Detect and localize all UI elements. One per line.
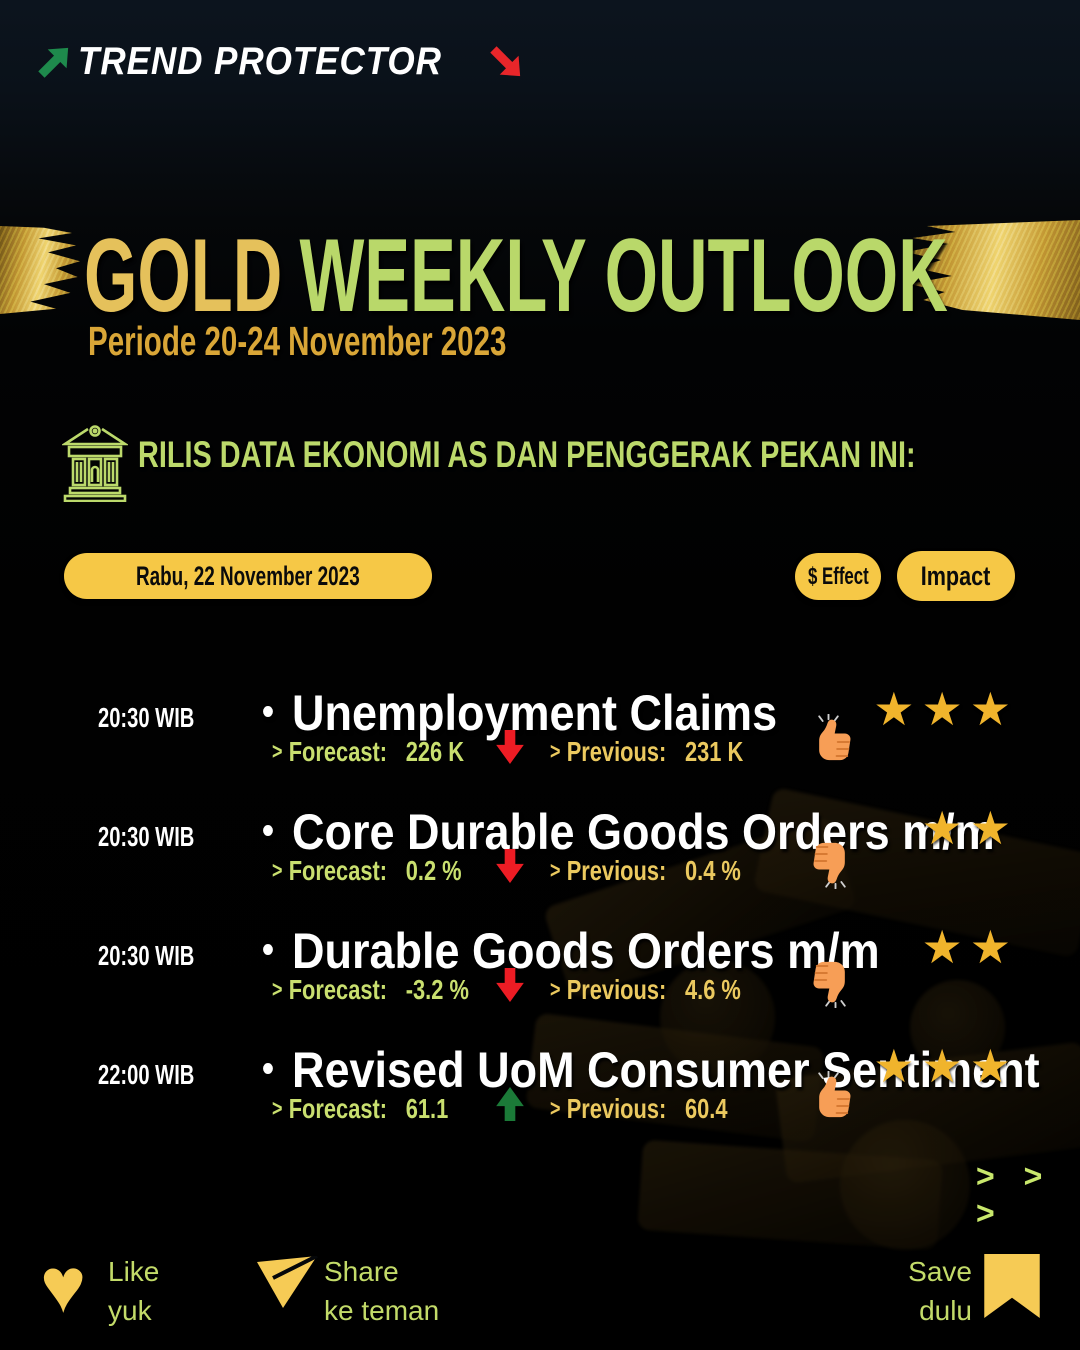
previous-group: > Previous: 4.6 % (550, 974, 741, 1006)
date-pill[interactable]: Rabu, 22 November 2023 (64, 553, 432, 599)
event-name-line: • Core Durable Goods Orders m/m (262, 803, 995, 861)
event-name: Unemployment Claims (291, 685, 778, 741)
impact-stars-icon: ★★★ (873, 1040, 1018, 1092)
event-time: 20:30 WIB (98, 702, 195, 733)
like-line2: yuk (108, 1295, 152, 1327)
direction-arrow-icon (496, 849, 524, 883)
forecast-label: Forecast: (288, 974, 388, 1005)
gold-brush-left (0, 226, 80, 314)
event-time: 20:30 WIB (98, 821, 195, 852)
gold-bars-photo (510, 786, 1080, 1260)
thumb-hand-icon (818, 1071, 851, 1118)
page-title: GOLD WEEKLY OUTLOOK (84, 224, 948, 328)
previous-value: 0.4 % (684, 855, 741, 886)
event-row: 20:30 WIB • Core Durable Goods Orders m/m… (0, 799, 1080, 918)
thumb-hand-icon (813, 842, 846, 889)
save-line1: Save (908, 1256, 972, 1287)
event-name-line: • Durable Goods Orders m/m (262, 922, 880, 980)
forecast-label: Forecast: (288, 736, 388, 767)
forecast-label: Forecast: (288, 1093, 388, 1124)
event-row: 20:30 WIB • Durable Goods Orders m/m ★★ >… (0, 918, 1080, 1037)
bullet-icon: • (262, 691, 274, 733)
section-header: RILIS DATA EKONOMI AS DAN PENGGERAK PEKA… (138, 434, 916, 475)
previous-label: Previous: (566, 974, 667, 1005)
bullet-icon: • (262, 810, 274, 852)
previous-label: Previous: (566, 855, 667, 886)
chevron-icon: > (272, 738, 283, 764)
period-subtitle: Periode 20-24 November 2023 (88, 318, 507, 364)
share-plane-icon[interactable] (256, 1256, 318, 1312)
title-green-words: WEEKLY OUTLOOK (299, 218, 948, 334)
event-time: 20:30 WIB (98, 940, 195, 971)
thumb-hand-icon (818, 714, 851, 761)
title-gold-word: GOLD (84, 218, 283, 334)
save-label: Save dulu (0, 1252, 972, 1330)
forecast-value: 226 K (405, 736, 465, 767)
chevron-icon: > (550, 976, 561, 1002)
impact-pill-label: Impact (921, 560, 991, 591)
event-name-line: • Unemployment Claims (262, 684, 777, 742)
forecast-value: 0.2 % (405, 855, 462, 886)
impact-stars-icon: ★★★ (873, 683, 1018, 735)
forecast-group: > Forecast: 0.2 % (272, 855, 462, 887)
impact-stars-icon: ★★ (921, 802, 1018, 854)
trend-up-arrow-icon (38, 47, 69, 78)
event-name: Core Durable Goods Orders m/m (291, 804, 995, 860)
bullet-icon: • (262, 929, 274, 971)
share-label: Share ke teman (324, 1252, 439, 1330)
more-indicator[interactable]: > > > (976, 1158, 1053, 1231)
trend-down-arrow-icon (490, 46, 521, 77)
effect-pill-label: $ Effect (807, 562, 869, 590)
event-name: Durable Goods Orders m/m (291, 923, 880, 979)
event-row: 20:30 WIB • Unemployment Claims ★★★ > Fore… (0, 680, 1080, 799)
forecast-value: -3.2 % (405, 974, 469, 1005)
direction-arrow-icon (496, 1087, 524, 1121)
forecast-group: > Forecast: 226 K (272, 736, 464, 768)
logo-text: TREND PROTECTOR (78, 40, 442, 83)
event-name-line: • Revised UoM Consumer Sentiment (262, 1041, 1040, 1099)
previous-group: > Previous: 60.4 (550, 1093, 727, 1125)
previous-value: 60.4 (684, 1093, 728, 1124)
save-line2: dulu (919, 1295, 972, 1327)
chevron-icon: > (272, 857, 283, 883)
chevron-icon: > (550, 1095, 561, 1121)
thumb-hand-icon (813, 961, 846, 1008)
previous-label: Previous: (566, 736, 667, 767)
event-name: Revised UoM Consumer Sentiment (291, 1042, 1040, 1098)
forecast-value: 61.1 (405, 1093, 449, 1124)
like-label: Like yuk (108, 1252, 159, 1330)
previous-value: 4.6 % (684, 974, 741, 1005)
direction-arrow-icon (496, 730, 524, 764)
like-line1: Like (108, 1256, 160, 1287)
chevron-icon: > (550, 857, 561, 883)
chevron-icon: > (272, 976, 283, 1002)
share-line2: ke teman (324, 1295, 440, 1327)
forecast-group: > Forecast: 61.1 (272, 1093, 448, 1125)
previous-group: > Previous: 231 K (550, 736, 743, 768)
save-bookmark-icon[interactable] (984, 1254, 1040, 1318)
bullet-icon: • (262, 1048, 274, 1090)
chevron-icon: > (272, 1095, 283, 1121)
bank-icon (62, 425, 128, 502)
impact-stars-icon: ★★ (921, 921, 1018, 973)
forecast-group: > Forecast: -3.2 % (272, 974, 469, 1006)
previous-label: Previous: (566, 1093, 667, 1124)
chevron-icon: > (550, 738, 561, 764)
logo: TREND PROTECTOR (34, 40, 526, 84)
share-line1: Share (324, 1256, 399, 1287)
previous-value: 231 K (684, 736, 744, 767)
effect-pill[interactable]: $ Effect (795, 553, 881, 600)
impact-pill[interactable]: Impact (897, 551, 1015, 601)
event-time: 22:00 WIB (98, 1059, 195, 1090)
heart-icon[interactable]: ♥ (40, 1241, 87, 1329)
event-row: 22:00 WIB • Revised UoM Consumer Sentimen… (0, 1037, 1080, 1156)
date-pill-label: Rabu, 22 November 2023 (135, 560, 360, 591)
forecast-label: Forecast: (288, 855, 388, 886)
direction-arrow-icon (496, 968, 524, 1002)
previous-group: > Previous: 0.4 % (550, 855, 741, 887)
